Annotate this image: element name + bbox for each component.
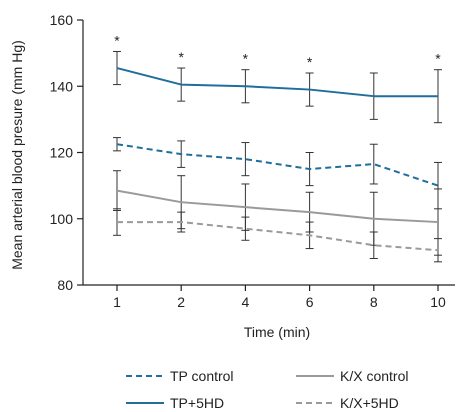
x-tick-label: 10 xyxy=(430,294,446,310)
axes: 80 100 120 140 160 1 2 4 6 8 10 xyxy=(50,12,455,310)
significance-asterisk: * xyxy=(307,54,313,70)
x-axis-label: Time (min) xyxy=(244,324,310,340)
legend-label-kx-5hd: K/X+5HD xyxy=(340,395,399,411)
y-tick-label: 100 xyxy=(50,211,74,227)
significance-markers: * * * * * xyxy=(114,32,441,70)
y-tick-label: 80 xyxy=(57,277,73,293)
significance-asterisk: * xyxy=(435,51,441,67)
x-tick-label: 2 xyxy=(177,294,185,310)
series-tp-5hd xyxy=(113,50,442,124)
significance-asterisk: * xyxy=(114,32,120,48)
series-k-x-control xyxy=(113,170,442,256)
legend-item-kx-control: K/X control xyxy=(296,368,408,384)
significance-asterisk: * xyxy=(243,51,249,67)
y-tick-label: 160 xyxy=(50,12,74,28)
legend-item-tp-5hd: TP+5HD xyxy=(126,395,224,411)
series-line-tp-control xyxy=(116,143,439,187)
significance-asterisk: * xyxy=(178,49,184,65)
y-tick-label: 120 xyxy=(50,145,74,161)
legend-label-tp-control: TP control xyxy=(170,368,234,384)
x-tick-label: 1 xyxy=(113,294,121,310)
series-line-k-x-5hd xyxy=(117,221,439,252)
legend-item-tp-control: TP control xyxy=(126,368,234,384)
x-tick-label: 4 xyxy=(242,294,250,310)
legend-label-kx-control: K/X control xyxy=(340,368,408,384)
series-k-x-5hd xyxy=(113,208,442,263)
legend-item-kx-5hd: K/X+5HD xyxy=(296,395,399,411)
series-line-k-x-control xyxy=(116,189,439,224)
y-axis-label: Mean arterial blood presure (mm Hg) xyxy=(9,40,25,270)
series-layer xyxy=(113,50,442,263)
x-tick-label: 6 xyxy=(306,294,314,310)
legend: TP control K/X control TP+5HD K/X+5HD xyxy=(126,368,408,411)
series-line-tp-5hd xyxy=(116,67,438,98)
y-tick-label: 140 xyxy=(50,78,74,94)
x-tick-label: 8 xyxy=(370,294,378,310)
legend-label-tp-5hd: TP+5HD xyxy=(170,395,224,411)
